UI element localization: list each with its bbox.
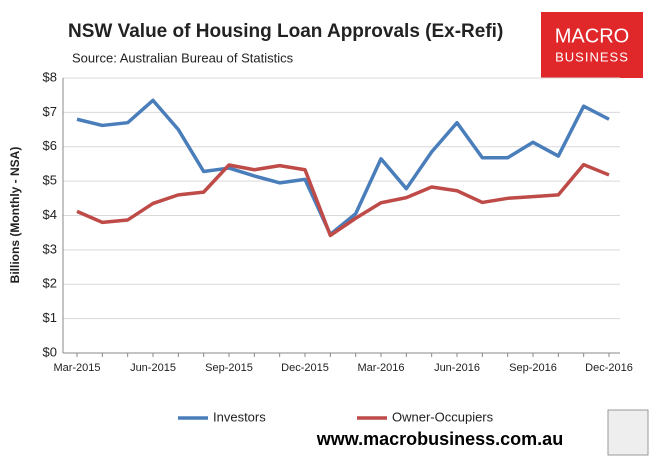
chart-subtitle: Source: Australian Bureau of Statistics [72,50,294,65]
y-tick-label: $2 [43,276,57,291]
y-tick-label: $6 [43,138,57,153]
x-tick-label: Sep-2016 [509,362,557,374]
series-line [76,98,610,237]
logo-text: MACRO [555,25,629,47]
logo-box [541,12,643,78]
y-axis-label: Billions (Monthly - NSA) [8,147,22,284]
footer: www.macrobusiness.com.au [316,429,563,449]
x-tick-label: Dec-2016 [585,362,633,374]
x-tick-label: Jun-2016 [434,362,480,374]
x-tick-label: Sep-2015 [205,362,253,374]
y-tick-label: $1 [43,310,57,325]
y-tick-label: $5 [43,173,57,188]
y-tick-label: $3 [43,241,57,256]
legend-label: Owner-Occupiers [392,409,494,424]
series-line [76,162,610,238]
x-tick-label: Mar-2016 [357,362,404,374]
y-tick-label: $4 [43,207,57,222]
chart-title: NSW Value of Housing Loan Approvals (Ex-… [68,21,503,42]
legend-label: Investors [213,409,266,424]
logo-icon [607,409,649,456]
x-tick-label: Dec-2015 [281,362,329,374]
y-tick-label: $7 [43,104,57,119]
y-tick-label: $0 [43,344,57,359]
x-tick-label: Mar-2015 [53,362,100,374]
x-tick-label: Jun-2015 [130,362,176,374]
y-tick-label: $8 [43,69,57,84]
logo-text: BUSINESS [555,49,629,64]
